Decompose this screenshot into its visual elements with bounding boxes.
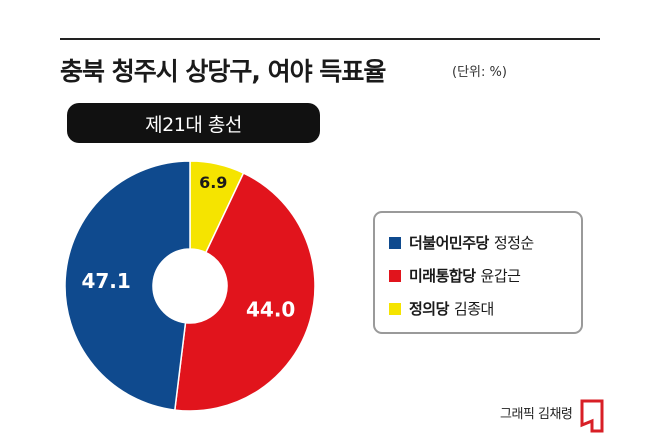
legend-swatch (389, 269, 401, 282)
election-label: 제21대 총선 (145, 113, 242, 136)
legend-party: 미래통합당 (409, 267, 476, 285)
publisher-logo-icon (580, 399, 604, 433)
data-label-0: 6.9 (199, 173, 227, 192)
legend-swatch (389, 236, 401, 249)
legend-party: 정의당 (409, 300, 449, 318)
graphic-credit: 그래픽 김채령 (500, 407, 573, 422)
unit-note: (단위: %) (452, 65, 507, 80)
legend-candidate: 정정순 (493, 234, 534, 252)
data-label-1: 44.0 (246, 297, 295, 321)
donut-slice-1 (173, 172, 316, 412)
legend-item-unitedfuture: 미래통합당 윤갑근 (389, 259, 581, 292)
election-label-pill: 제21대 총선 (67, 103, 320, 143)
legend-item-justice: 정의당 김종대 (389, 292, 581, 325)
legend-candidate: 김종대 (453, 300, 494, 318)
legend-swatch (389, 302, 401, 315)
donut-slice-2 (64, 160, 191, 411)
legend-party: 더불어민주당 (409, 234, 489, 252)
legend-candidate: 윤갑근 (480, 267, 521, 285)
top-rule (60, 38, 600, 40)
legend: 더불어민주당 정정순 미래통합당 윤갑근 정의당 김종대 (373, 211, 583, 334)
data-label-2: 47.1 (81, 269, 130, 293)
legend-item-democratic: 더불어민주당 정정순 (389, 226, 581, 259)
chart-title: 충북 청주시 상당구, 여야 득표율 (60, 57, 386, 86)
